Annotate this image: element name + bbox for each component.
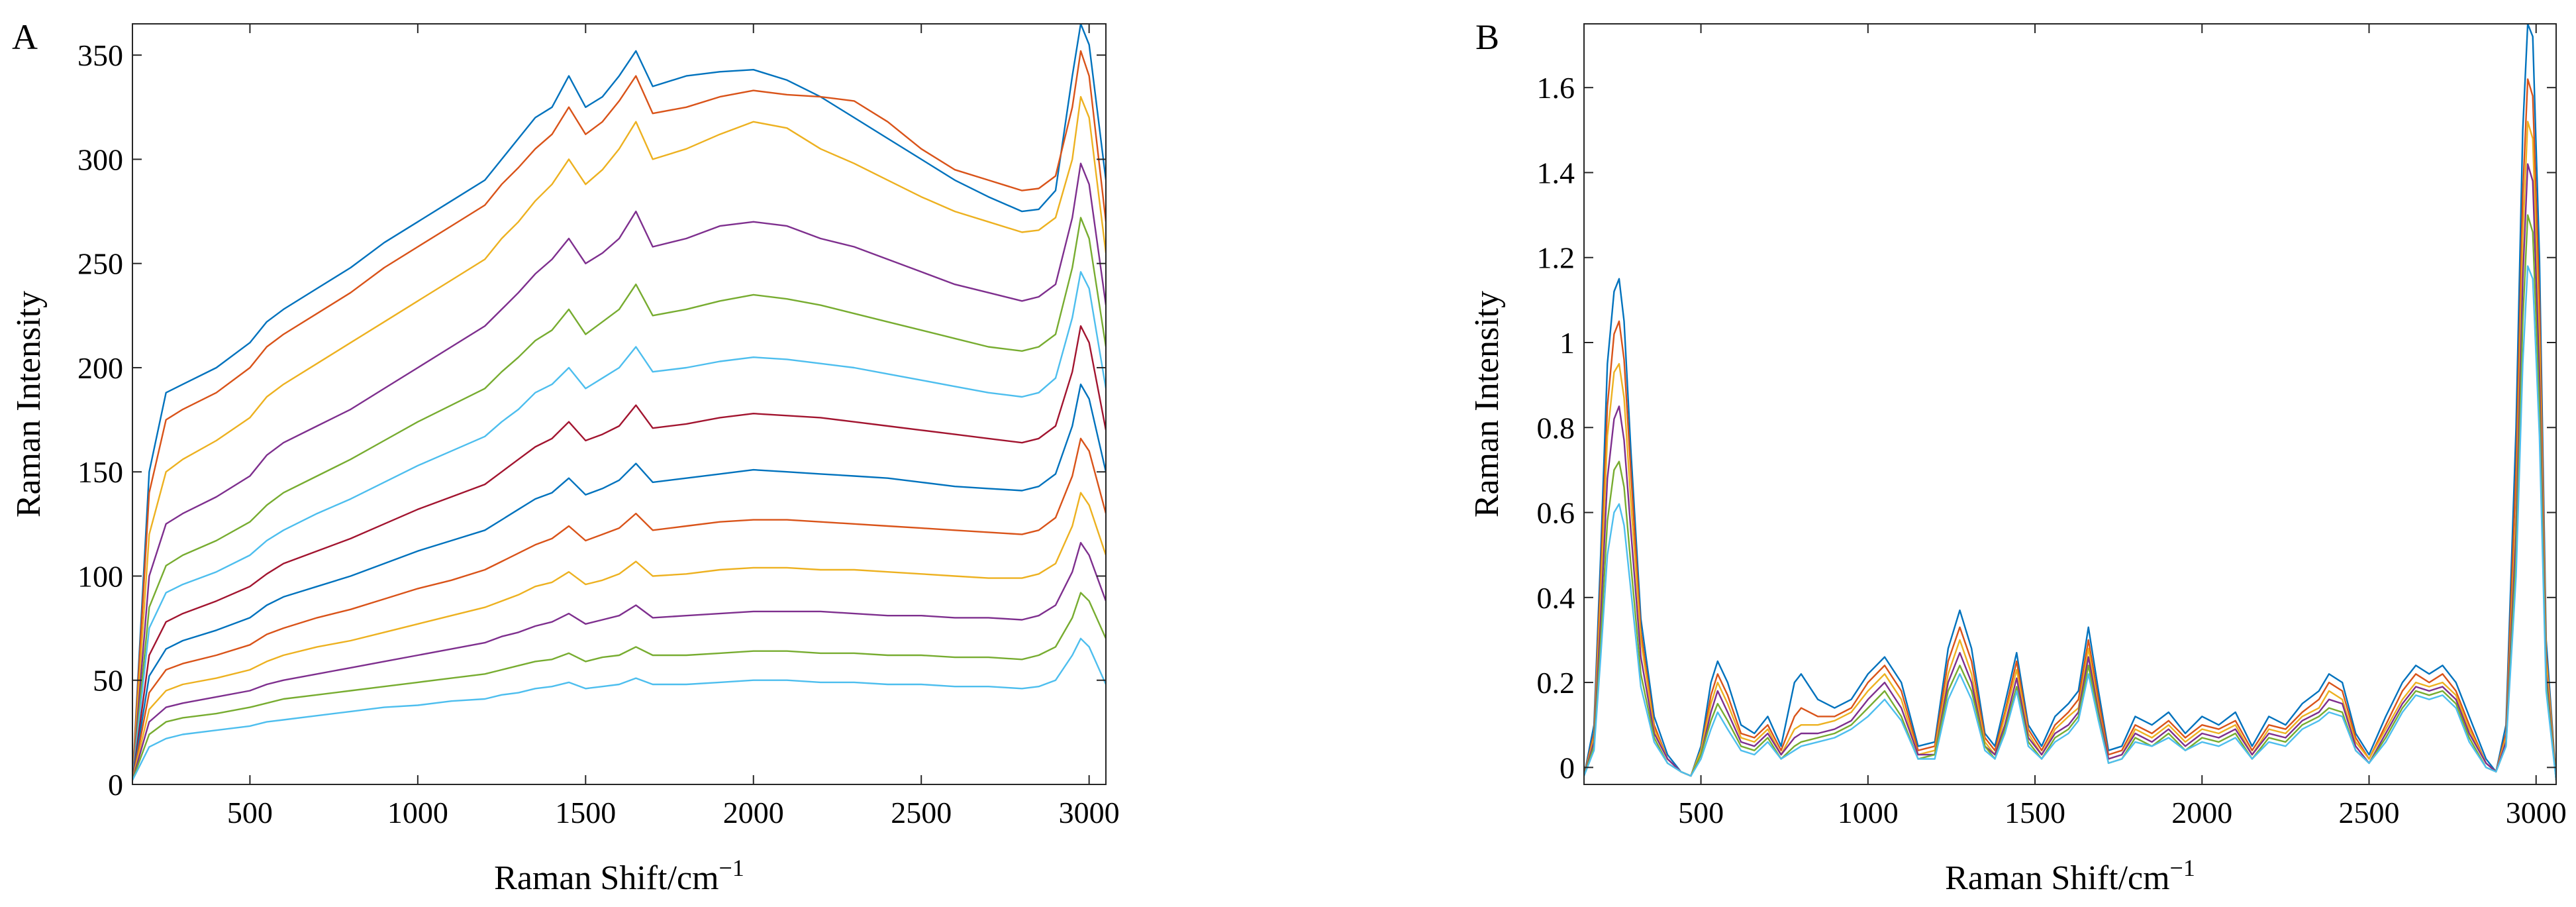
panel-a-letter: A: [12, 17, 38, 57]
panel-a-series-1: [132, 24, 1106, 780]
panel-b-y-tick-label: 0.6: [1537, 496, 1575, 530]
panel-b-x-tick-label: 2500: [2338, 796, 2399, 829]
panel-a-y-tick-label: 150: [77, 455, 123, 489]
panel-a-series-6: [132, 271, 1106, 780]
panel-a-series-9: [132, 437, 1106, 780]
panel-b-x-tick-label: 1500: [2005, 796, 2065, 829]
panel-b-y-tick-label: 0.8: [1537, 411, 1575, 445]
panel-a-series-group: [132, 24, 1106, 781]
panel-a-series-7: [132, 325, 1106, 780]
panel-b-series-group: [1584, 24, 2556, 780]
panel-a-series-3: [132, 95, 1106, 780]
panel-b-x-axis-label-text: Raman Shift/cm: [1945, 859, 2169, 897]
panel-a-ticks: 500 1000 1500 2000 2500 3000 0 50 100 150 200 250 30…: [77, 24, 1120, 829]
panel-b-y-tick-label: 0: [1560, 751, 1575, 784]
panel-a-y-tick-label: 50: [93, 664, 123, 698]
panel-a-series-5: [132, 217, 1106, 780]
panel-a-series-8: [132, 383, 1106, 780]
panel-b-y-tick-label: 1.4: [1537, 156, 1575, 189]
panel-a-x-tick-label: 1500: [555, 796, 616, 829]
panel-a-series-12: [132, 592, 1106, 781]
panel-b-y-tick-label: 1: [1560, 326, 1575, 360]
panel-a-series-13: [132, 637, 1106, 781]
panel-a-y-tick-label: 0: [108, 768, 123, 802]
panel-b-letter: B: [1475, 17, 1499, 57]
panel-a-x-tick-label: 2500: [891, 796, 952, 829]
panel-a-axes-box: [132, 23, 1107, 785]
panel-a-y-axis-label: Raman Intensity: [10, 291, 48, 517]
panel-b-x-tick-label: 3000: [2506, 796, 2567, 829]
panel-b-y-tick-label: 0.4: [1537, 581, 1575, 615]
panel-b-y-tick-label: 1.2: [1537, 241, 1575, 275]
panel-a-x-axis-label: Raman Shift/cm−1: [494, 855, 744, 897]
panel-a-y-tick-label: 100: [77, 559, 123, 593]
panel-b-series-6: [1584, 265, 2556, 780]
panel-b-ticks: 500 1000 1500 2000 2500 3000 0 0.2 0.4 0.6 0.8 1 1.2…: [1537, 24, 2567, 829]
panel-b-x-axis-label-sup: −1: [2170, 855, 2195, 881]
panel-a-x-tick-label: 3000: [1059, 796, 1120, 829]
panel-b-x-tick-label: 1000: [1838, 796, 1899, 829]
panel-b-x-axis-label: Raman Shift/cm−1: [1945, 855, 2195, 897]
panel-b-series-3: [1584, 121, 2556, 780]
panel-a-series-4: [132, 162, 1106, 780]
panel-b-x-tick-label: 500: [1678, 796, 1724, 829]
panel-a-series-10: [132, 492, 1106, 780]
panel-a-series-11: [132, 542, 1106, 781]
panel-b-x-tick-label: 2000: [2171, 796, 2232, 829]
panel-a-series-2: [132, 50, 1106, 780]
panel-a-x-tick-label: 500: [227, 796, 273, 829]
panel-b-y-tick-label: 1.6: [1537, 71, 1575, 105]
panel-a-y-tick-label: 200: [77, 351, 123, 385]
panel-b-series-1: [1584, 24, 2556, 780]
panel-a-x-axis-label-text: Raman Shift/cm: [494, 859, 718, 897]
panel-b-series-5: [1584, 214, 2556, 780]
panel-a-x-axis-label-sup: −1: [719, 855, 744, 881]
panel-a-x-tick-label: 1000: [387, 796, 448, 829]
panel-a: A 500 1000 1500 2000 2500 3000 0 50 100 150 200 250…: [10, 17, 1120, 897]
panel-b-axes-box: [1583, 23, 2557, 785]
panel-a-y-tick-label: 300: [77, 142, 123, 176]
panel-a-y-tick-label: 350: [77, 38, 123, 72]
panel-b: B 500 1000 1500 2000 2500 3000 0 0.2 0.4 0.6 0.8 1 1…: [1468, 17, 2567, 897]
panel-a-y-tick-label: 250: [77, 247, 123, 281]
panel-a-x-tick-label: 2000: [723, 796, 784, 829]
panel-b-y-axis-label: Raman Intensity: [1468, 291, 1506, 517]
panel-b-y-tick-label: 0.2: [1537, 666, 1575, 700]
